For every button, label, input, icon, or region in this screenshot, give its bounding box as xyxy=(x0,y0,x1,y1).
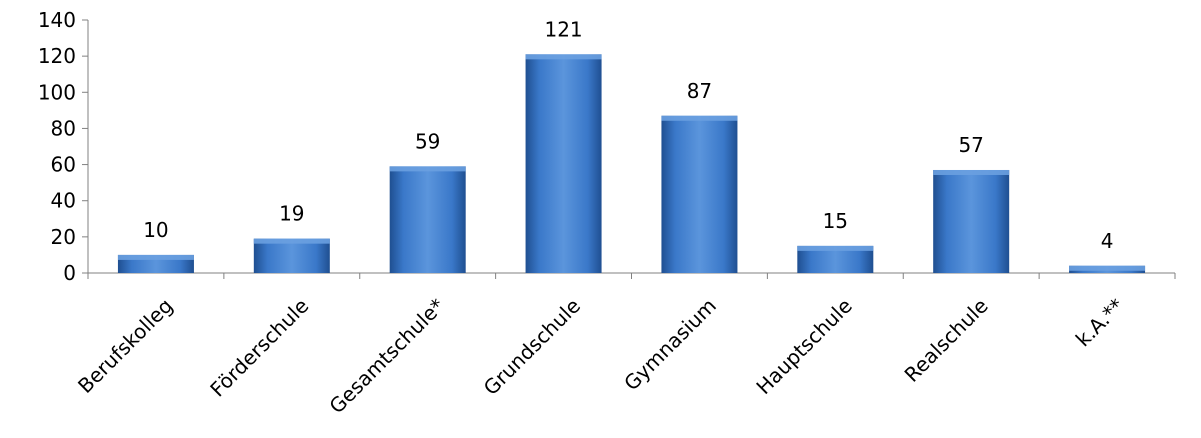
bar-1 xyxy=(117,254,194,273)
data-label: 57 xyxy=(958,133,983,157)
bar-4 xyxy=(525,54,602,274)
data-label: 59 xyxy=(415,129,440,153)
x-category-label: Gymnasium xyxy=(619,294,721,396)
bars xyxy=(117,54,1146,274)
y-tick-label: 60 xyxy=(51,153,76,177)
x-category-label: Realschule xyxy=(900,294,993,387)
bar-2 xyxy=(253,238,330,273)
bar-body xyxy=(389,166,466,273)
y-tick-label: 140 xyxy=(38,8,76,32)
data-label: 10 xyxy=(143,218,168,242)
y-tick-label: 20 xyxy=(51,225,76,249)
x-category-label: Grundschule xyxy=(479,294,585,400)
bar-top-highlight xyxy=(253,238,330,244)
data-label: 4 xyxy=(1101,229,1114,253)
bar-top-highlight xyxy=(525,54,602,60)
x-category-label: Gesamtschule* xyxy=(324,294,449,419)
x-category-label: k.A.** xyxy=(1071,294,1129,352)
y-tick-label: 100 xyxy=(38,80,76,104)
bar-5 xyxy=(661,115,738,274)
bar-body xyxy=(525,54,602,274)
bar-top-highlight xyxy=(933,169,1010,175)
x-category-label: Hauptschule xyxy=(751,294,856,399)
x-category-label: Berufskolleg xyxy=(73,294,177,398)
bar-6 xyxy=(797,245,874,273)
bar-top-highlight xyxy=(389,166,466,172)
x-category-label: Förderschule xyxy=(205,294,313,402)
bar-8 xyxy=(1069,265,1146,273)
y-tick-label: 40 xyxy=(51,189,76,213)
data-label: 121 xyxy=(544,17,582,41)
bar-top-highlight xyxy=(797,245,874,251)
axes: 0 20 40 60 80 100 120 140 xyxy=(38,8,1176,285)
y-tick-label: 0 xyxy=(63,261,76,285)
bar-7 xyxy=(933,169,1010,273)
bar-body xyxy=(933,169,1010,273)
y-tick-label: 80 xyxy=(51,116,76,140)
y-tick-label: 120 xyxy=(38,44,76,68)
bar-top-highlight xyxy=(1069,265,1146,271)
data-label: 87 xyxy=(687,79,712,103)
bar-3 xyxy=(389,166,466,273)
bar-top-highlight xyxy=(117,254,194,260)
bar-body xyxy=(661,115,738,274)
bar-top-highlight xyxy=(661,115,738,121)
data-label: 19 xyxy=(279,202,304,226)
bar-body xyxy=(253,238,330,273)
data-label: 15 xyxy=(823,209,848,233)
